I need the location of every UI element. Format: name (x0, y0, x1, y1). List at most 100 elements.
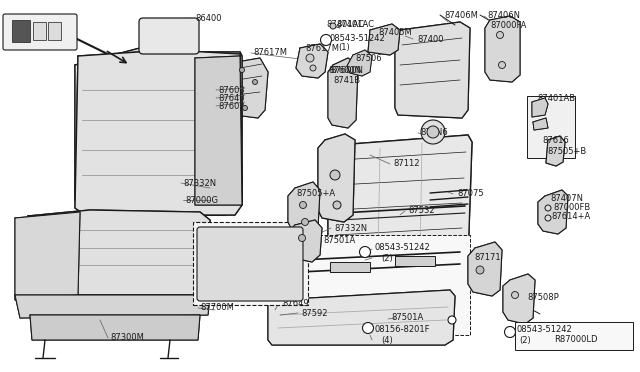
Circle shape (499, 61, 506, 68)
Text: 87532: 87532 (408, 205, 435, 215)
Circle shape (421, 120, 445, 144)
Text: 87112: 87112 (393, 158, 419, 167)
Circle shape (511, 292, 518, 298)
Text: 87709: 87709 (218, 228, 244, 237)
Text: 87401AC-: 87401AC- (326, 19, 367, 29)
FancyBboxPatch shape (139, 18, 199, 54)
Circle shape (427, 126, 439, 138)
Circle shape (545, 215, 551, 221)
Polygon shape (328, 135, 472, 268)
Text: B: B (323, 35, 328, 45)
Polygon shape (395, 22, 470, 118)
Circle shape (504, 327, 515, 337)
Circle shape (497, 32, 504, 38)
Circle shape (306, 54, 314, 62)
Text: 87332N: 87332N (334, 224, 367, 232)
Circle shape (360, 247, 371, 257)
Polygon shape (318, 134, 355, 222)
Text: 87400: 87400 (417, 35, 444, 44)
Text: 87171: 87171 (474, 253, 500, 263)
Circle shape (300, 202, 307, 208)
Circle shape (330, 23, 336, 29)
Text: (4): (4) (381, 336, 393, 344)
Text: 87000G: 87000G (185, 196, 218, 205)
Text: 87405M: 87405M (378, 28, 412, 36)
Circle shape (362, 323, 374, 334)
Text: 870N6: 870N6 (420, 128, 448, 137)
Polygon shape (546, 136, 565, 166)
Circle shape (448, 316, 456, 324)
Polygon shape (28, 210, 210, 295)
Polygon shape (468, 242, 502, 296)
Text: 87640: 87640 (218, 93, 244, 103)
Polygon shape (15, 212, 80, 300)
Text: 87700M: 87700M (200, 304, 234, 312)
Bar (193, 222, 308, 305)
Text: 87600N: 87600N (328, 65, 361, 74)
Text: 87407N: 87407N (550, 193, 583, 202)
Text: 87600N: 87600N (330, 65, 363, 74)
Text: R87000LD: R87000LD (554, 336, 598, 344)
Polygon shape (268, 290, 455, 345)
Circle shape (330, 170, 340, 180)
Polygon shape (230, 58, 268, 118)
Bar (33, 22, 46, 40)
Text: 87592: 87592 (301, 308, 328, 317)
Circle shape (545, 205, 551, 211)
Circle shape (476, 266, 484, 274)
Polygon shape (15, 295, 210, 318)
Polygon shape (532, 98, 548, 117)
Text: 87000FB: 87000FB (553, 202, 590, 212)
Text: 87401AB: 87401AB (537, 93, 575, 103)
Polygon shape (485, 16, 520, 82)
Text: (2): (2) (381, 253, 393, 263)
Text: 1: 1 (450, 317, 454, 323)
Polygon shape (195, 56, 242, 205)
Circle shape (321, 35, 332, 45)
Text: (1): (1) (338, 42, 349, 51)
Text: 87505+B: 87505+B (547, 147, 586, 155)
Text: S: S (365, 324, 371, 333)
Circle shape (298, 234, 305, 241)
Polygon shape (538, 190, 568, 234)
Bar (12, 20, 30, 42)
Text: 08543-51242: 08543-51242 (330, 33, 386, 42)
Polygon shape (288, 182, 320, 235)
Text: 87501A: 87501A (391, 314, 423, 323)
Text: 08543-51242: 08543-51242 (517, 326, 573, 334)
Text: 87401AC: 87401AC (336, 19, 374, 29)
Polygon shape (347, 50, 372, 76)
FancyBboxPatch shape (3, 14, 77, 50)
Text: 87501A: 87501A (323, 235, 355, 244)
Polygon shape (503, 274, 535, 324)
Text: 87401AA: 87401AA (205, 273, 243, 282)
Text: (2): (2) (519, 336, 531, 344)
Circle shape (243, 106, 248, 110)
Text: 87000FA: 87000FA (490, 20, 526, 29)
Bar (295, 235, 470, 335)
Text: 08156-8201F: 08156-8201F (375, 326, 431, 334)
Polygon shape (296, 44, 328, 78)
Text: 8741B: 8741B (333, 76, 360, 84)
Text: S: S (363, 247, 367, 257)
Bar (330, 262, 370, 272)
Text: 87508P: 87508P (527, 294, 559, 302)
Bar (515, 322, 633, 350)
Polygon shape (75, 50, 242, 215)
Text: 87406N: 87406N (487, 10, 520, 19)
FancyBboxPatch shape (197, 227, 303, 301)
Text: 87616: 87616 (542, 135, 569, 144)
Text: 87614+A: 87614+A (551, 212, 590, 221)
Circle shape (239, 67, 244, 73)
Circle shape (301, 218, 308, 225)
Text: 87075: 87075 (457, 189, 484, 198)
Bar (48, 22, 61, 40)
Text: 86400: 86400 (195, 13, 221, 22)
Text: 87602: 87602 (218, 102, 244, 110)
Text: 08543-51242: 08543-51242 (375, 244, 431, 253)
Polygon shape (533, 118, 548, 130)
Bar (395, 256, 435, 266)
Text: 87300M: 87300M (110, 334, 144, 343)
Polygon shape (328, 58, 358, 128)
Polygon shape (368, 24, 400, 55)
